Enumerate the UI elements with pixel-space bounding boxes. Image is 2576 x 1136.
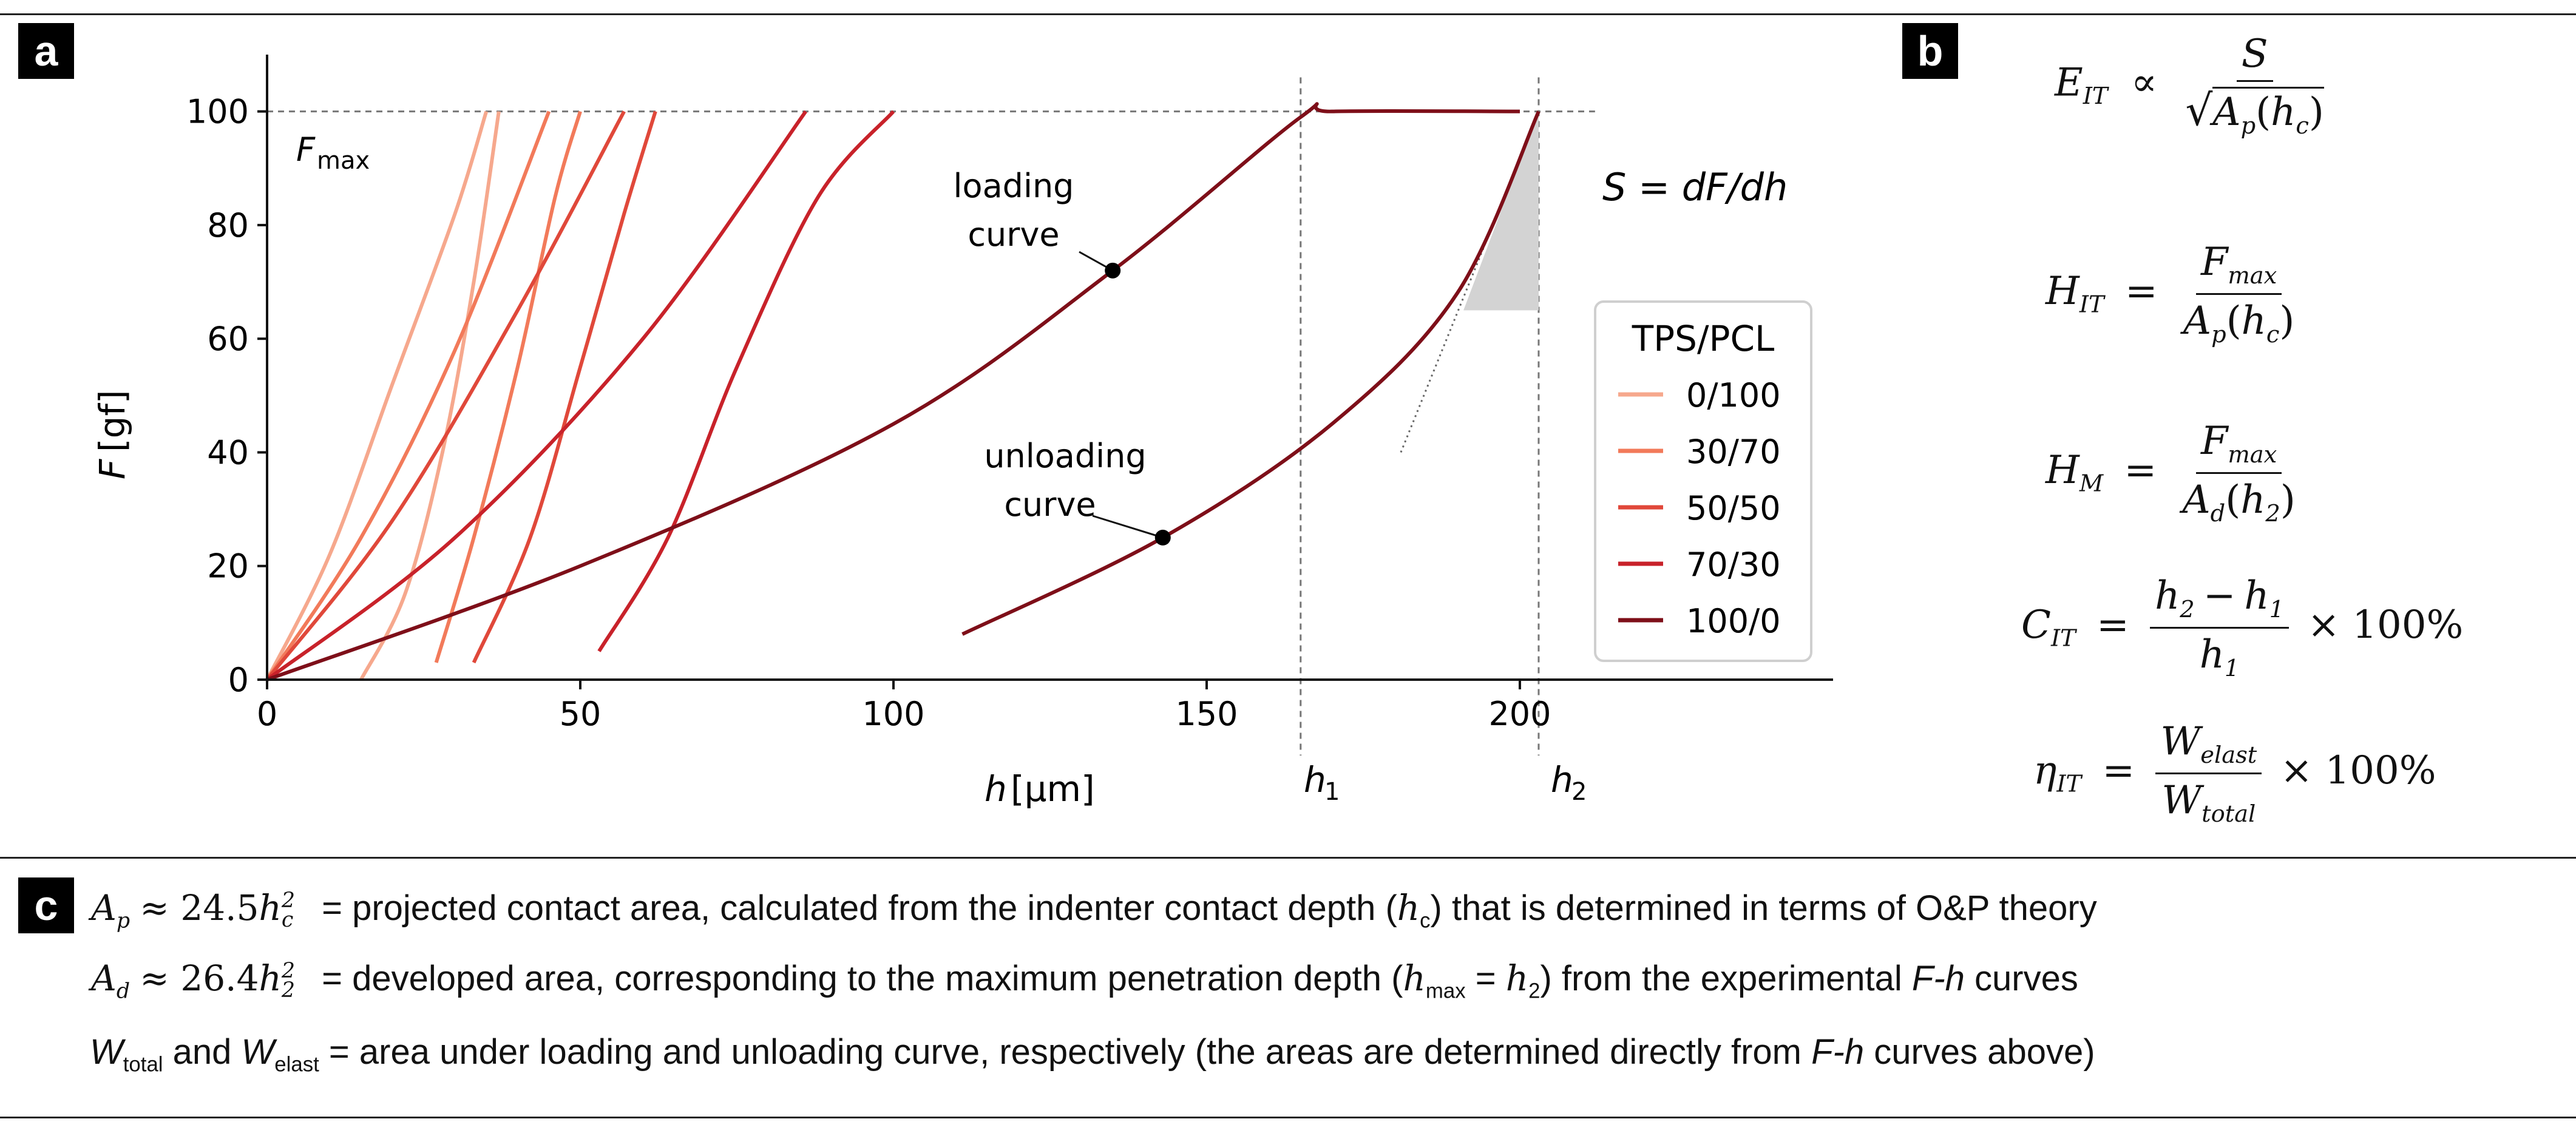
x-tick-label: 0 bbox=[257, 695, 277, 733]
h2-label: h bbox=[1551, 759, 1573, 800]
unloading-curve-dot bbox=[1154, 529, 1171, 546]
top-rule bbox=[0, 13, 2576, 15]
bottom-rule bbox=[0, 1117, 2576, 1118]
panel-label-b: b bbox=[1902, 23, 1958, 79]
stiffness-equation: S = dF/dh bbox=[1602, 165, 1788, 209]
legend-entry-label: 100/0 bbox=[1686, 602, 1781, 640]
unloading-curve-label-line1: unloading bbox=[984, 437, 1146, 475]
h1-label: h bbox=[1304, 759, 1326, 800]
legend-entry-label: 70/30 bbox=[1686, 546, 1781, 584]
y-tick-label: 60 bbox=[207, 320, 249, 358]
equation-hit: HIT = Fmax Ap(hc) bbox=[2046, 240, 2295, 348]
y-tick-label: 100 bbox=[186, 93, 249, 131]
fmax-label: F bbox=[296, 130, 316, 169]
x-tick-label: 100 bbox=[862, 695, 924, 733]
panel-label-c: c bbox=[18, 877, 74, 933]
unloading-curve-label-line2: curve bbox=[1004, 485, 1096, 524]
x-tick-label: 150 bbox=[1175, 695, 1238, 733]
unloading-curve-100-0 bbox=[961, 110, 1541, 636]
x-tick-label: 50 bbox=[560, 695, 602, 733]
equation-hm: HM = Fmax Ad(h2) bbox=[2046, 419, 2296, 527]
loading-curve-50-50 bbox=[265, 110, 626, 681]
fmax-label-sub: max bbox=[317, 147, 370, 175]
y-tick-label: 20 bbox=[207, 547, 249, 586]
middle-rule bbox=[0, 857, 2576, 859]
loading-curve-label-line1: loading bbox=[954, 167, 1074, 205]
loading-curve-30-70 bbox=[265, 110, 551, 681]
unloading-curve-70-30 bbox=[597, 110, 895, 652]
caption-row-w: Wtotal and Welast = area under loading a… bbox=[90, 1032, 2095, 1077]
force-depth-chart: 0 50 100 150 200 0 20 40 60 80 100 F max loading c… bbox=[92, 55, 1833, 810]
loading-curve-70-30 bbox=[266, 110, 807, 681]
y-tick-label: 80 bbox=[207, 206, 249, 245]
h2-label-sub: 2 bbox=[1571, 778, 1587, 806]
y-tick-label: 40 bbox=[207, 433, 249, 472]
x-tick-label: 200 bbox=[1488, 695, 1551, 733]
loading-curve-label-line2: curve bbox=[968, 215, 1059, 254]
caption-row-ap: Ap ≈ 24.5h 2 c = projected contact area, c… bbox=[91, 887, 2097, 933]
x-axis-label-unit: [μm] bbox=[1011, 768, 1095, 810]
y-axis-label-symbol: F bbox=[92, 458, 133, 479]
legend-entry-label: 0/100 bbox=[1686, 376, 1781, 414]
unloading-curve-30-70 bbox=[434, 110, 582, 663]
loading-curve-0-100 bbox=[265, 110, 489, 681]
equation-eta: ηIT = Welast Wtotal × 100% bbox=[2033, 719, 2436, 828]
caption-row-ad: Ad ≈ 26.4h 2 2 = developed area, correspon… bbox=[91, 958, 2078, 1004]
legend-title: TPS/PCL bbox=[1632, 318, 1775, 359]
y-tick-label: 0 bbox=[228, 661, 249, 699]
unloading-curve-50-50 bbox=[472, 110, 657, 664]
y-axis-label-unit: [gf] bbox=[92, 390, 133, 453]
x-axis-label-symbol: h bbox=[985, 768, 1007, 810]
equation-eit: EIT ∝ S √Ap(hc) bbox=[2055, 32, 2324, 140]
loading-curve-100-0 bbox=[266, 102, 1520, 681]
unloading-curve-pointer bbox=[1092, 515, 1164, 539]
h1-label-sub: 1 bbox=[1324, 778, 1340, 806]
panel-label-a: a bbox=[18, 23, 74, 79]
legend-entry-label: 30/70 bbox=[1686, 433, 1781, 471]
loading-curve-dot bbox=[1105, 262, 1121, 279]
unloading-curve-0-100 bbox=[359, 111, 501, 681]
legend: TPS/PCL 0/100 30/70 50/50 70/30 100/0 bbox=[1594, 300, 1812, 662]
equation-cit: CIT = h2− h1 h1 × 100% bbox=[2021, 573, 2464, 682]
legend-entry-label: 50/50 bbox=[1686, 489, 1781, 527]
